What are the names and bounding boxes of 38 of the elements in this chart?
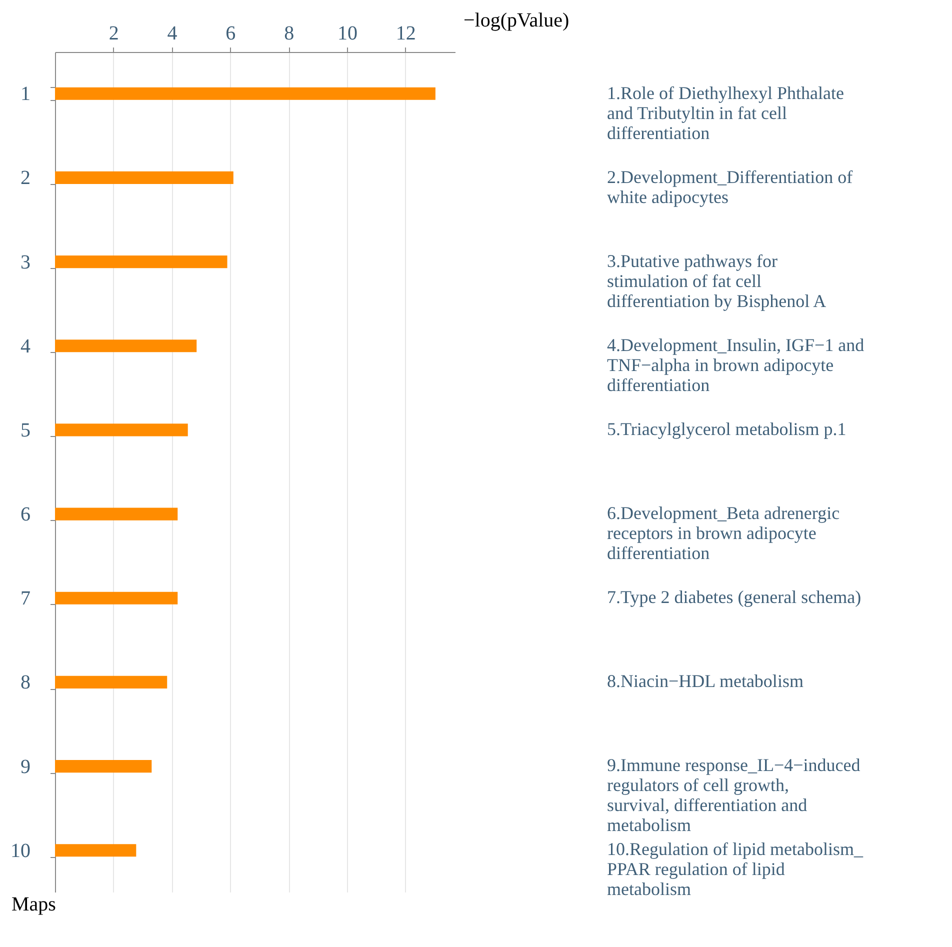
y-tick-label: 10 bbox=[10, 840, 30, 862]
text: 5.Triacylglycerol metabolism p.1 bbox=[607, 419, 846, 439]
bar bbox=[55, 424, 188, 436]
bar bbox=[55, 87, 436, 100]
text: 9.Immune response_IL−4−induced regulators of cell growth, survival, differentiation and metabolism bbox=[607, 755, 860, 835]
y-tick-label: 3 bbox=[20, 251, 30, 274]
y-tick-label: 8 bbox=[20, 672, 30, 694]
y-tick-label: 6 bbox=[20, 504, 30, 526]
text: 1.Role of Diethylhexyl Phthalate and Tributyltin in fat cell differentiation bbox=[607, 83, 844, 143]
text: 2.Development_Differentiation of white adipocytes bbox=[607, 167, 853, 207]
text: 6.Development_Beta adrenergic receptors in brown adipocyte differentiation bbox=[607, 503, 840, 563]
bar bbox=[55, 508, 178, 520]
x-tick-label: 10 bbox=[337, 22, 358, 44]
y-tick-label: 2 bbox=[20, 167, 30, 190]
bar bbox=[55, 340, 197, 352]
y-tick-label: 7 bbox=[20, 588, 30, 610]
bar bbox=[55, 676, 168, 689]
y-tick-label: 1 bbox=[20, 83, 30, 106]
text: 3.Putative pathways for stimulation of fat cell differentiation by Bisphenol A bbox=[607, 251, 826, 311]
bar bbox=[55, 171, 234, 184]
y-tick-label: 5 bbox=[20, 419, 30, 442]
x-tick-label: 6 bbox=[226, 22, 236, 44]
text: 4.Development_Insulin, IGF−1 and TNF−alpha in brown adipocyte differentiation bbox=[607, 335, 864, 395]
x-tick-label: 8 bbox=[284, 22, 294, 44]
y-tick-label: 9 bbox=[20, 756, 30, 778]
bar bbox=[55, 255, 228, 268]
x-tick-label: 12 bbox=[396, 22, 416, 44]
bar bbox=[55, 844, 136, 857]
y-tick-label: 4 bbox=[20, 335, 30, 358]
text: 8.Niacin−HDL metabolism bbox=[607, 671, 804, 691]
y-axis-title: Maps bbox=[12, 894, 56, 916]
bar bbox=[55, 760, 152, 773]
x-axis-title: −log(pValue) bbox=[464, 10, 570, 32]
text: 10.Regulation of lipid metabolism_ PPAR regulation of lipid metabolism bbox=[607, 839, 864, 899]
bar bbox=[55, 592, 178, 604]
text: 7.Type 2 diabetes (general schema) bbox=[607, 587, 862, 607]
x-tick-label: 4 bbox=[167, 22, 178, 44]
x-tick-label: 2 bbox=[108, 22, 119, 44]
